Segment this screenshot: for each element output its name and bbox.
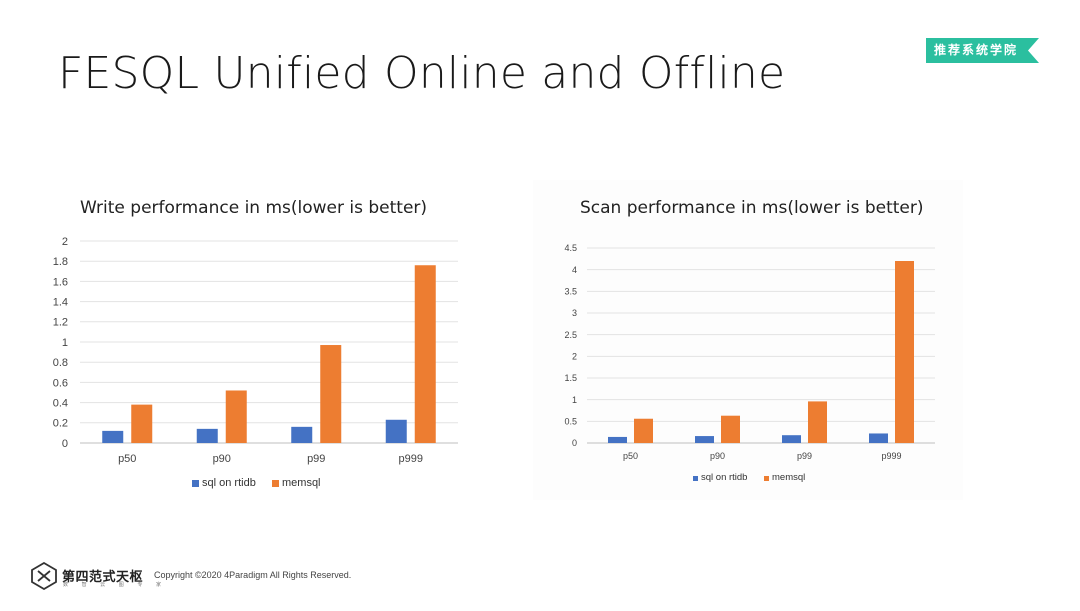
legend-label: sql on rtidb bbox=[202, 477, 256, 489]
write-performance-chart: Write performance in ms(lower is better)… bbox=[53, 198, 458, 489]
y-tick-label: 1 bbox=[572, 395, 577, 405]
y-tick-label: 4.5 bbox=[564, 243, 577, 253]
bar-sql-on-rtidb-p99 bbox=[782, 435, 801, 443]
scan-performance-chart: Scan performance in ms(lower is better) 0… bbox=[533, 180, 963, 500]
y-tick-label: 1.4 bbox=[53, 296, 68, 308]
chart-title: Scan performance in ms(lower is better) bbox=[580, 198, 924, 218]
bar-sql-on-rtidb-p50 bbox=[102, 430, 124, 443]
bar-memsql-p50 bbox=[131, 404, 153, 443]
bar-sql-on-rtidb-p999 bbox=[869, 433, 888, 443]
y-tick-label: 3 bbox=[572, 308, 577, 318]
legend-label: memsql bbox=[282, 477, 321, 489]
badge-ribbon-shape bbox=[926, 38, 1039, 63]
footer-brand-name: 第四范式天枢 bbox=[62, 570, 144, 585]
x-tick-label: p99 bbox=[797, 451, 812, 461]
y-tick-label: 0.5 bbox=[564, 416, 577, 426]
x-tick-label: p99 bbox=[307, 453, 325, 465]
legend-label: memsql bbox=[772, 472, 805, 483]
y-tick-label: 0.8 bbox=[53, 357, 68, 369]
x-tick-label: p999 bbox=[399, 453, 423, 465]
y-tick-label: 1.2 bbox=[53, 317, 68, 329]
bar-memsql-p99 bbox=[320, 345, 342, 443]
y-tick-label: 0.6 bbox=[53, 377, 68, 389]
bar-sql-on-rtidb-p90 bbox=[196, 428, 218, 443]
x-tick-label: p999 bbox=[881, 451, 901, 461]
legend-label: sql on rtidb bbox=[701, 472, 747, 483]
bar-memsql-p50 bbox=[634, 418, 653, 443]
bar-sql-on-rtidb-p99 bbox=[291, 426, 313, 443]
footer-copyright: Copyright ©2020 4Paradigm All Rights Res… bbox=[154, 570, 352, 580]
y-tick-label: 4 bbox=[572, 265, 577, 275]
y-tick-label: 2 bbox=[62, 236, 68, 248]
y-tick-label: 0 bbox=[62, 438, 68, 450]
legend-swatch-memsql bbox=[272, 480, 279, 487]
footer-brand-tagline: 数 智 云 图 专 家 bbox=[63, 582, 167, 588]
legend-swatch-sql-on-rtidb bbox=[192, 480, 199, 487]
y-tick-label: 1.8 bbox=[53, 256, 68, 268]
bar-memsql-p90 bbox=[225, 390, 247, 443]
y-tick-label: 1.5 bbox=[564, 373, 577, 383]
badge-banner bbox=[926, 38, 1039, 63]
legend-swatch-sql-on-rtidb bbox=[693, 476, 698, 481]
y-tick-label: 1 bbox=[62, 337, 68, 349]
x-tick-label: p50 bbox=[118, 453, 136, 465]
y-tick-label: 3.5 bbox=[564, 286, 577, 296]
chart-title: Write performance in ms(lower is better) bbox=[80, 198, 427, 218]
brand-logo-icon bbox=[31, 562, 57, 590]
bar-memsql-p999 bbox=[895, 261, 914, 443]
x-tick-label: p90 bbox=[213, 453, 231, 465]
badge-label: 推荐系统学院 bbox=[934, 43, 1019, 57]
bar-sql-on-rtidb-p50 bbox=[608, 436, 627, 443]
slide-title: FESQL Unified Online and Offline bbox=[58, 48, 786, 99]
x-tick-label: p50 bbox=[623, 451, 638, 461]
bar-sql-on-rtidb-p90 bbox=[695, 436, 714, 443]
bar-memsql-p99 bbox=[808, 401, 827, 443]
y-tick-label: 2.5 bbox=[564, 330, 577, 340]
bar-sql-on-rtidb-p999 bbox=[385, 419, 407, 443]
y-tick-label: 0.2 bbox=[53, 418, 68, 430]
y-tick-label: 2 bbox=[572, 351, 577, 361]
y-tick-label: 0 bbox=[572, 438, 577, 448]
x-tick-label: p90 bbox=[710, 451, 725, 461]
y-tick-label: 1.6 bbox=[53, 276, 68, 288]
y-tick-label: 0.4 bbox=[53, 397, 68, 409]
bar-memsql-p999 bbox=[414, 265, 436, 443]
bar-memsql-p90 bbox=[721, 415, 740, 443]
legend-swatch-memsql bbox=[764, 476, 769, 481]
